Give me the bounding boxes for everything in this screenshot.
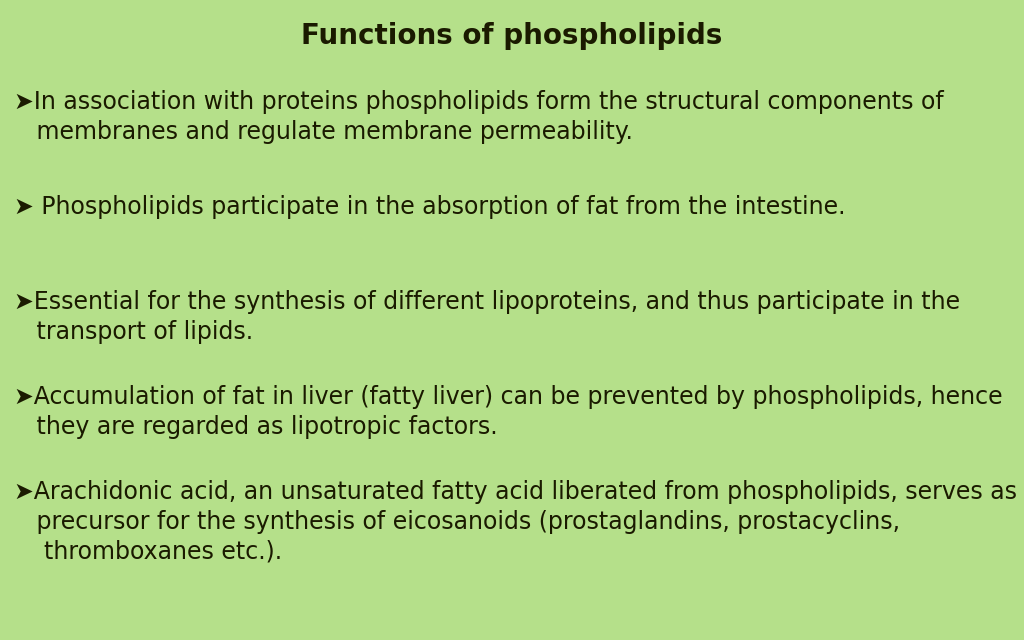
Text: ➤ Phospholipids participate in the absorption of fat from the intestine.: ➤ Phospholipids participate in the absor…: [14, 195, 846, 219]
Text: thromboxanes etc.).: thromboxanes etc.).: [14, 540, 283, 564]
Text: Functions of phospholipids: Functions of phospholipids: [301, 22, 723, 50]
Text: transport of lipids.: transport of lipids.: [14, 320, 253, 344]
Text: they are regarded as lipotropic factors.: they are regarded as lipotropic factors.: [14, 415, 498, 439]
Text: ➤Accumulation of fat in liver (fatty liver) can be prevented by phospholipids, h: ➤Accumulation of fat in liver (fatty liv…: [14, 385, 1002, 409]
Text: ➤Arachidonic acid, an unsaturated fatty acid liberated from phospholipids, serve: ➤Arachidonic acid, an unsaturated fatty …: [14, 480, 1024, 504]
Text: ➤Essential for the synthesis of different lipoproteins, and thus participate in : ➤Essential for the synthesis of differen…: [14, 290, 961, 314]
Text: precursor for the synthesis of eicosanoids (prostaglandins, prostacyclins,: precursor for the synthesis of eicosanoi…: [14, 510, 900, 534]
Text: ➤In association with proteins phospholipids form the structural components of: ➤In association with proteins phospholip…: [14, 90, 944, 114]
Text: membranes and regulate membrane permeability.: membranes and regulate membrane permeabi…: [14, 120, 633, 144]
